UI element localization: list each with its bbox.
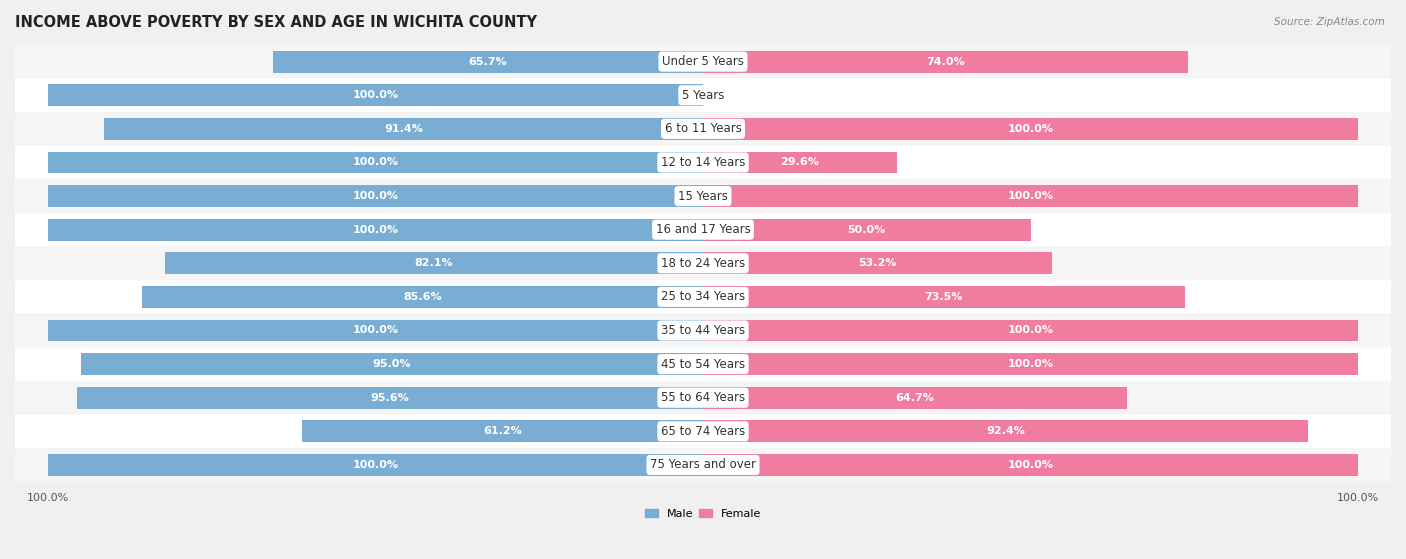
FancyBboxPatch shape	[15, 78, 1391, 112]
Bar	[302, 420, 703, 442]
Bar	[104, 118, 703, 140]
Text: 85.6%: 85.6%	[404, 292, 441, 302]
Text: INCOME ABOVE POVERTY BY SEX AND AGE IN WICHITA COUNTY: INCOME ABOVE POVERTY BY SEX AND AGE IN W…	[15, 15, 537, 30]
FancyBboxPatch shape	[15, 179, 1391, 213]
Text: Source: ZipAtlas.com: Source: ZipAtlas.com	[1274, 17, 1385, 27]
Bar	[80, 353, 703, 375]
Bar	[76, 387, 703, 409]
Text: 95.6%: 95.6%	[370, 393, 409, 402]
Text: 95.0%: 95.0%	[373, 359, 411, 369]
FancyBboxPatch shape	[15, 112, 1391, 146]
Text: 29.6%: 29.6%	[780, 158, 820, 168]
Text: 100.0%: 100.0%	[353, 460, 398, 470]
Bar	[703, 118, 1358, 140]
Text: 100.0%: 100.0%	[1008, 359, 1053, 369]
FancyBboxPatch shape	[15, 314, 1391, 347]
Text: 18 to 24 Years: 18 to 24 Years	[661, 257, 745, 270]
Text: 50.0%: 50.0%	[848, 225, 886, 235]
Bar	[703, 387, 1128, 409]
Text: 74.0%: 74.0%	[927, 56, 965, 67]
Bar	[703, 353, 1358, 375]
FancyBboxPatch shape	[15, 415, 1391, 448]
FancyBboxPatch shape	[15, 213, 1391, 247]
Text: 100.0%: 100.0%	[353, 325, 398, 335]
Text: 25 to 34 Years: 25 to 34 Years	[661, 290, 745, 304]
Text: 5 Years: 5 Years	[682, 89, 724, 102]
Text: 75 Years and over: 75 Years and over	[650, 458, 756, 471]
Text: 91.4%: 91.4%	[384, 124, 423, 134]
FancyBboxPatch shape	[15, 247, 1391, 280]
Text: Under 5 Years: Under 5 Years	[662, 55, 744, 68]
Text: 61.2%: 61.2%	[484, 427, 522, 437]
Bar	[703, 286, 1185, 308]
Text: 100.0%: 100.0%	[1008, 191, 1053, 201]
FancyBboxPatch shape	[15, 146, 1391, 179]
Text: 65 to 74 Years: 65 to 74 Years	[661, 425, 745, 438]
Text: 16 and 17 Years: 16 and 17 Years	[655, 223, 751, 236]
Text: 6 to 11 Years: 6 to 11 Years	[665, 122, 741, 135]
Legend: Male, Female: Male, Female	[640, 504, 766, 523]
Text: 65.7%: 65.7%	[468, 56, 508, 67]
Bar	[703, 219, 1031, 240]
Bar	[48, 84, 703, 106]
Bar	[48, 151, 703, 173]
Text: 64.7%: 64.7%	[896, 393, 935, 402]
Bar	[703, 185, 1358, 207]
Bar	[142, 286, 703, 308]
Text: 82.1%: 82.1%	[415, 258, 453, 268]
Text: 100.0%: 100.0%	[353, 90, 398, 100]
FancyBboxPatch shape	[15, 280, 1391, 314]
Text: 45 to 54 Years: 45 to 54 Years	[661, 358, 745, 371]
Bar	[703, 151, 897, 173]
Bar	[48, 219, 703, 240]
Text: 35 to 44 Years: 35 to 44 Years	[661, 324, 745, 337]
FancyBboxPatch shape	[15, 347, 1391, 381]
Bar	[703, 320, 1358, 342]
Text: 92.4%: 92.4%	[986, 427, 1025, 437]
Bar	[48, 320, 703, 342]
Bar	[703, 51, 1188, 73]
Bar	[703, 420, 1309, 442]
Bar	[703, 454, 1358, 476]
FancyBboxPatch shape	[15, 381, 1391, 415]
Text: 100.0%: 100.0%	[353, 191, 398, 201]
Text: 100.0%: 100.0%	[1008, 124, 1053, 134]
Bar	[703, 252, 1052, 274]
Bar	[165, 252, 703, 274]
Text: 100.0%: 100.0%	[353, 225, 398, 235]
Text: 100.0%: 100.0%	[1008, 325, 1053, 335]
Text: 12 to 14 Years: 12 to 14 Years	[661, 156, 745, 169]
Bar	[273, 51, 703, 73]
Bar	[48, 454, 703, 476]
Text: 15 Years: 15 Years	[678, 190, 728, 202]
FancyBboxPatch shape	[15, 448, 1391, 482]
Text: 100.0%: 100.0%	[1008, 460, 1053, 470]
FancyBboxPatch shape	[15, 45, 1391, 78]
Text: 55 to 64 Years: 55 to 64 Years	[661, 391, 745, 404]
Text: 53.2%: 53.2%	[858, 258, 897, 268]
Text: 73.5%: 73.5%	[925, 292, 963, 302]
Bar	[48, 185, 703, 207]
Text: 100.0%: 100.0%	[353, 158, 398, 168]
